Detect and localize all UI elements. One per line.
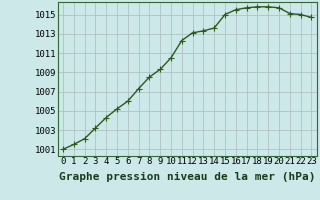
X-axis label: Graphe pression niveau de la mer (hPa): Graphe pression niveau de la mer (hPa) <box>59 172 316 182</box>
